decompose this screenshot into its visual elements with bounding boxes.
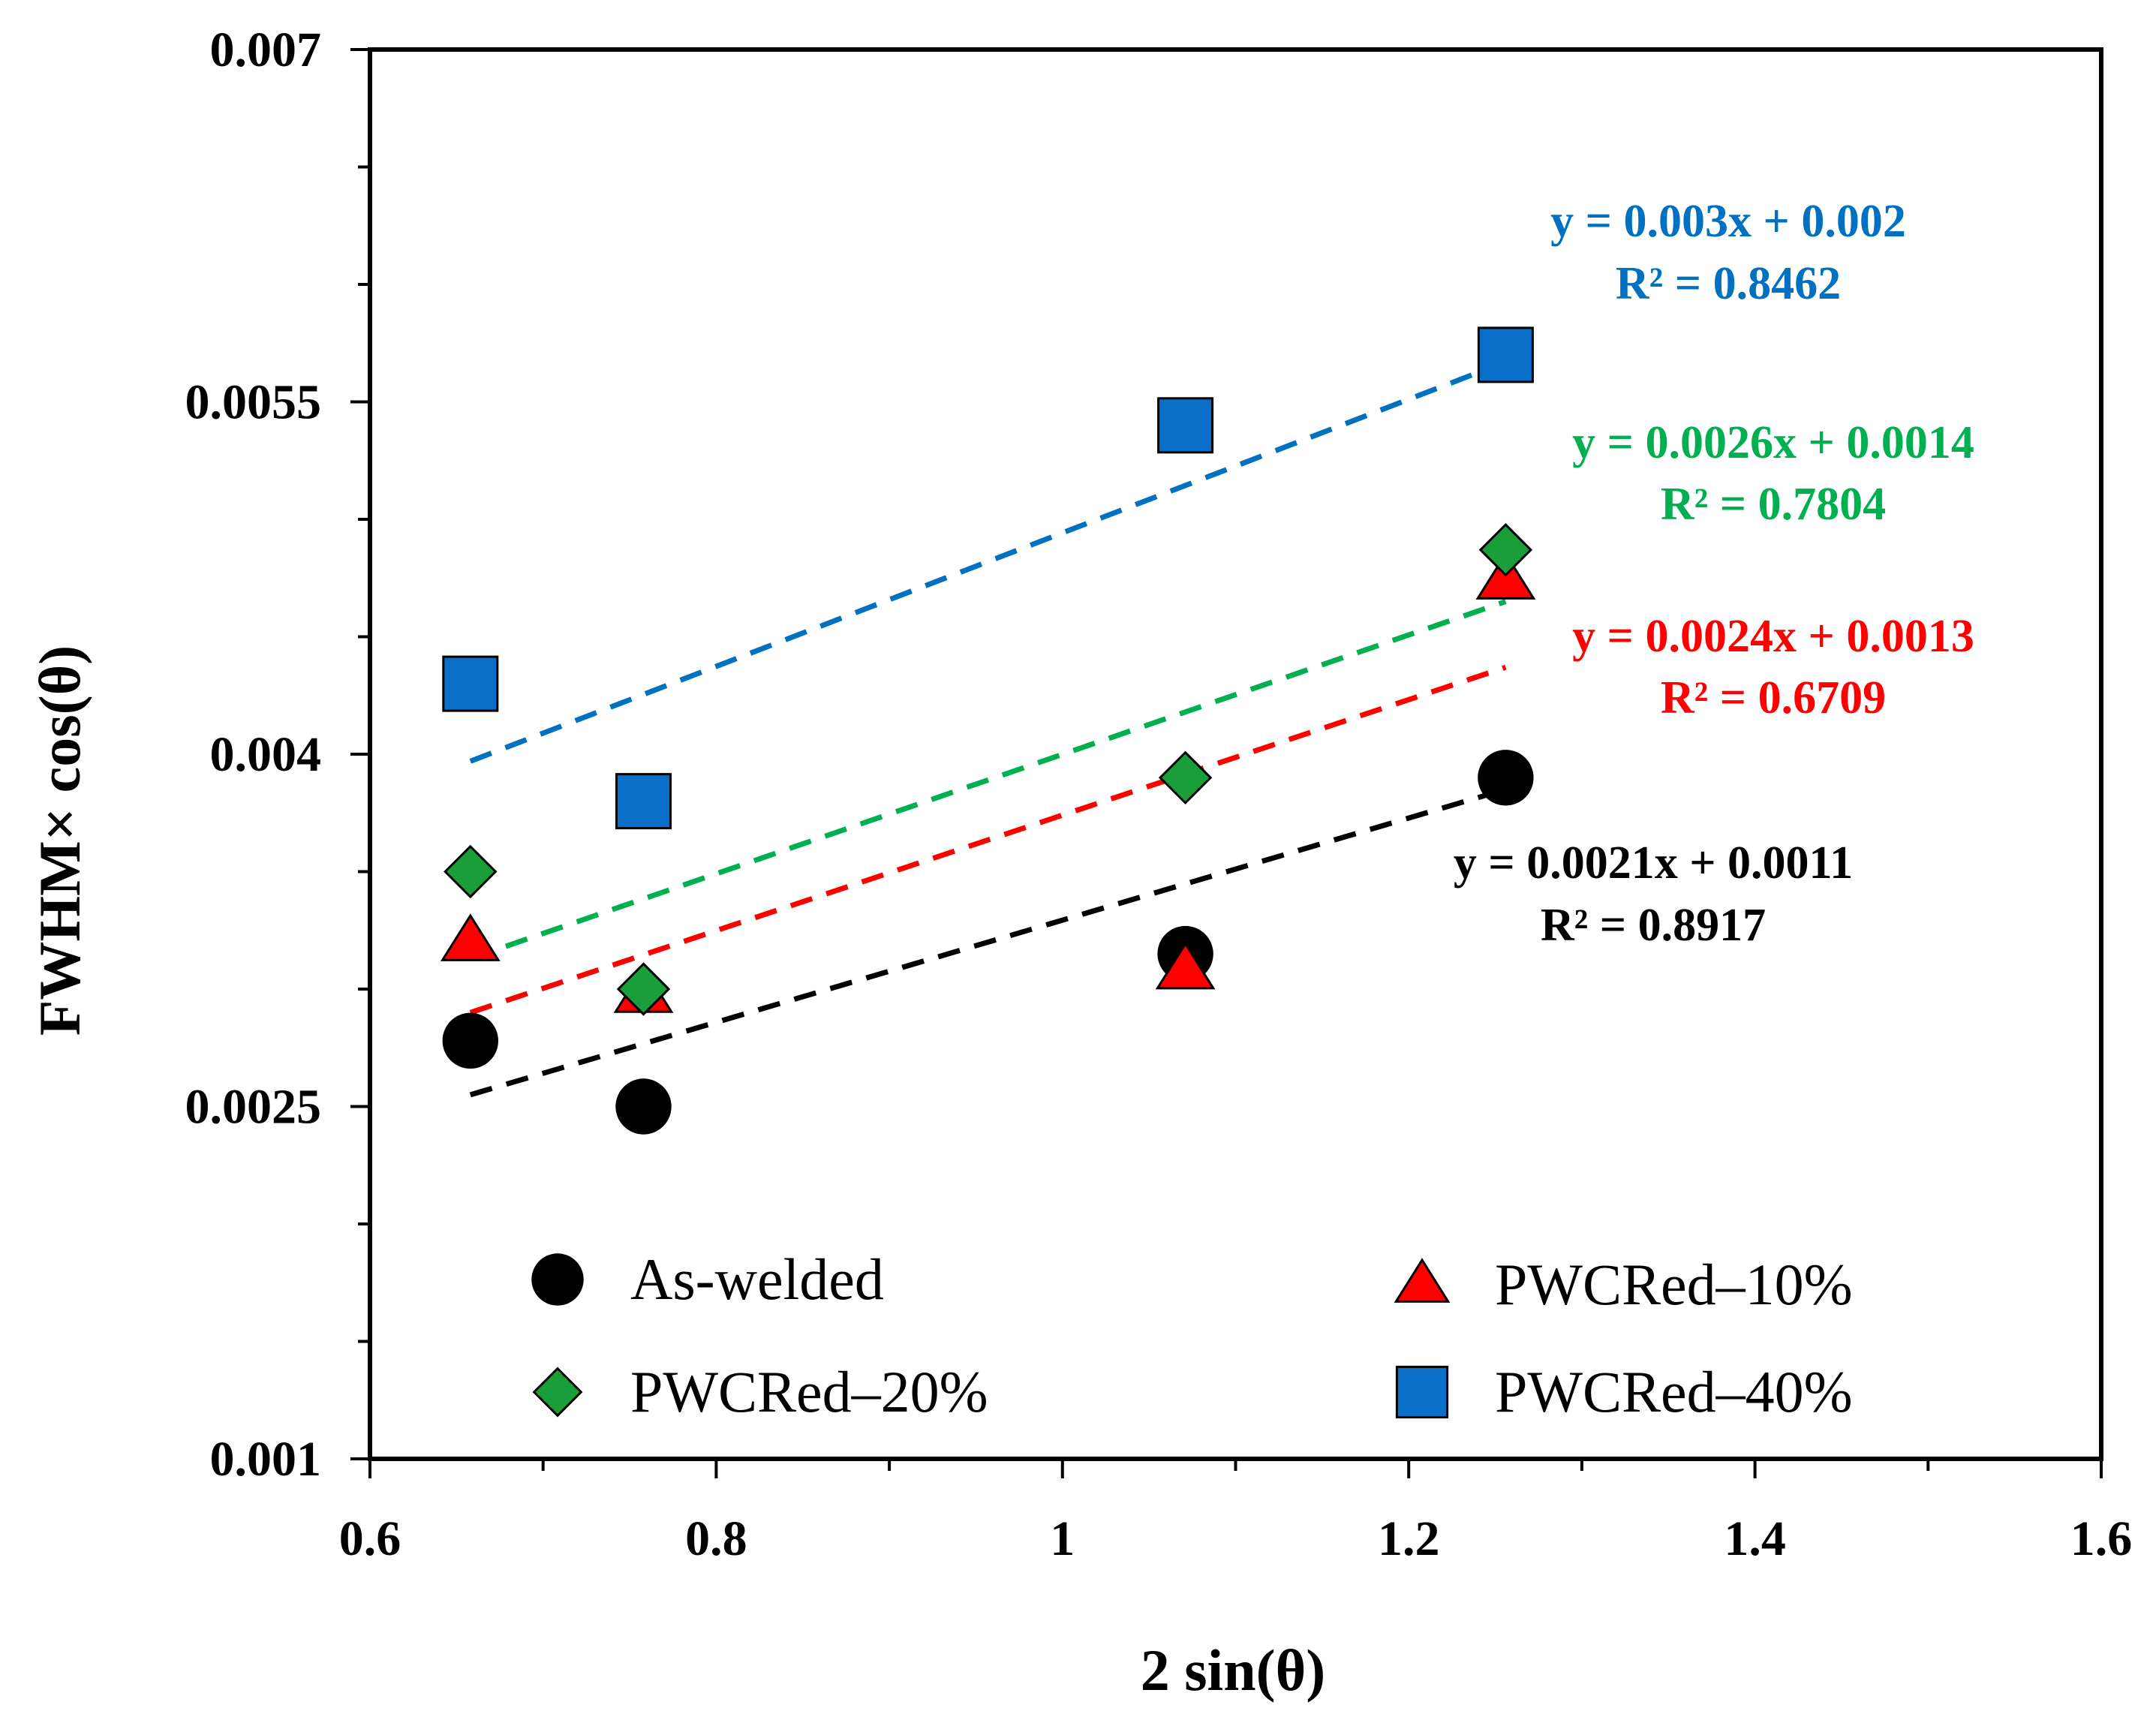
trendlines bbox=[469, 359, 1507, 1098]
legend-label: PWCRed–20% bbox=[630, 1359, 988, 1424]
data-markers bbox=[440, 326, 1536, 1135]
point-diamond bbox=[1158, 750, 1213, 805]
x-tick-label: 0.8 bbox=[685, 1511, 747, 1566]
point-triangle bbox=[1155, 941, 1216, 990]
x-tick-label: 1.2 bbox=[1378, 1511, 1440, 1566]
y-axis-title: FWHM× cos(θ) bbox=[27, 645, 92, 1036]
y-tick-label: 0.0025 bbox=[185, 1080, 322, 1135]
legend-marker-circle bbox=[531, 1253, 584, 1306]
trendline-equation: y = 0.003x + 0.002 bbox=[1550, 196, 1906, 247]
trendline-r-squared: R² = 0.8462 bbox=[1616, 258, 1841, 309]
x-tick-label: 1 bbox=[1050, 1511, 1075, 1566]
point-circle bbox=[615, 1078, 672, 1135]
trendline-triangle bbox=[469, 664, 1507, 1015]
trendline-equations: y = 0.0021x + 0.0011 R² = 0.8917 y = 0.002… bbox=[1454, 196, 1974, 951]
point-triangle bbox=[440, 913, 501, 961]
legend-marker-square bbox=[1395, 1365, 1449, 1419]
point-circle bbox=[442, 1012, 499, 1069]
legend-marker-diamond bbox=[532, 1367, 583, 1418]
point-diamond bbox=[616, 962, 671, 1016]
legend-label: PWCRed–10% bbox=[1495, 1252, 1853, 1317]
legend-marker-triangle bbox=[1394, 1258, 1451, 1303]
x-tick-label: 1.6 bbox=[2070, 1511, 2133, 1566]
legend-label: PWCRed–40% bbox=[1495, 1359, 1853, 1424]
point-square bbox=[615, 773, 672, 830]
trendline-diamond bbox=[469, 599, 1507, 961]
point-circle bbox=[1478, 750, 1534, 806]
trendline-equation: y = 0.0021x + 0.0011 bbox=[1454, 837, 1853, 889]
y-tick-label: 0.004 bbox=[210, 727, 322, 782]
axes: 0.6 0.8 1 1.2 1.4 1.6 0.001 0.0025 0.004 0.0055 0.… bbox=[185, 23, 2133, 1566]
trendline-equation: y = 0.0026x + 0.0014 bbox=[1572, 417, 1974, 468]
point-square bbox=[1477, 326, 1534, 383]
x-tick-label: 1.4 bbox=[1724, 1511, 1786, 1566]
x-tick-label: 0.6 bbox=[339, 1511, 401, 1566]
x-axis-title: 2 sin(θ) bbox=[1141, 1637, 1326, 1703]
trendline-r-squared: R² = 0.7804 bbox=[1661, 479, 1886, 530]
point-square bbox=[1157, 397, 1214, 454]
y-tick-label: 0.001 bbox=[210, 1432, 322, 1487]
trendline-circle bbox=[469, 786, 1507, 1098]
legend: As-welded PWCRed–10% PWCRed–20% PWCRed–40% bbox=[531, 1246, 1853, 1424]
point-square bbox=[442, 655, 499, 712]
legend-label: As-welded bbox=[630, 1246, 884, 1312]
point-diamond bbox=[1478, 522, 1533, 577]
trendline-r-squared: R² = 0.6709 bbox=[1661, 672, 1886, 723]
trendline-r-squared: R² = 0.8917 bbox=[1541, 900, 1766, 951]
trendline-equation: y = 0.0024x + 0.0013 bbox=[1572, 611, 1974, 662]
y-tick-label: 0.007 bbox=[210, 23, 322, 77]
point-diamond bbox=[444, 844, 498, 899]
y-tick-label: 0.0055 bbox=[185, 375, 322, 430]
